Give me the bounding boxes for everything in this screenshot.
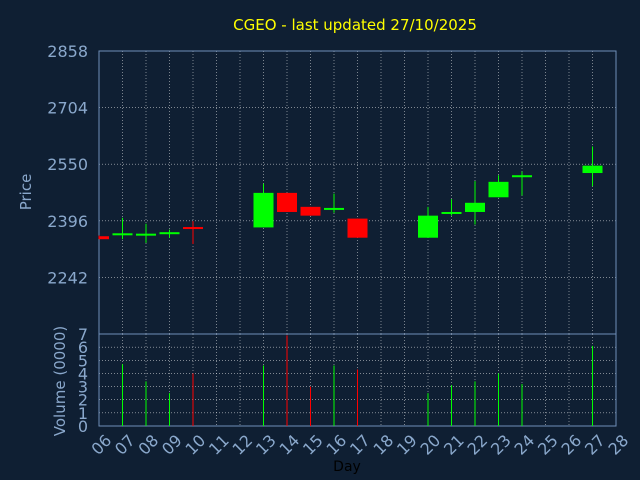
volume-tick-label: 7	[78, 325, 88, 344]
candle-body	[441, 211, 462, 214]
volume-tick-label: 3	[78, 378, 88, 397]
price-tick-label: 2858	[47, 42, 88, 61]
candle-body	[512, 175, 532, 178]
candle-body	[159, 232, 180, 235]
price-tick-label: 2550	[47, 155, 88, 174]
candle-body	[418, 215, 438, 238]
price-tick-label: 2704	[47, 99, 88, 118]
volume-tick-label: 4	[78, 364, 88, 383]
candle-body	[277, 192, 297, 212]
x-axis-label: Day	[333, 459, 361, 475]
volume-tick-label: 0	[78, 417, 88, 436]
candle-body	[99, 236, 109, 240]
chart-title: CGEO - last updated 27/10/2025	[233, 16, 477, 34]
price-grid	[98, 50, 617, 334]
candle-body	[582, 165, 603, 174]
candle-body	[488, 181, 509, 198]
candle-body	[183, 227, 203, 230]
x-tick-label: 28	[604, 431, 632, 459]
volume-bars	[122, 335, 593, 426]
candle-body	[112, 233, 133, 236]
price-axis: 2858 2704 2550 2396 2242	[47, 42, 88, 287]
candle-body	[253, 192, 274, 228]
price-tick-label: 2242	[47, 268, 88, 287]
price-tick-label: 2396	[47, 212, 88, 231]
candle-body	[347, 218, 368, 238]
volume-tick-label: 2	[78, 391, 88, 410]
candle-body	[465, 202, 485, 212]
volume-tick-label: 5	[78, 351, 88, 370]
candle-body	[300, 206, 321, 216]
candles	[98, 146, 603, 244]
volume-tick-label: 6	[78, 338, 88, 357]
candle-body	[136, 233, 156, 236]
candle-body	[324, 207, 344, 210]
x-axis: 0607080910111213141516171819202122232425…	[87, 431, 632, 459]
price-axis-label: Price	[17, 174, 35, 211]
volume-axis-label: Volume (0000)	[51, 326, 69, 436]
volume-tick-label: 1	[78, 404, 88, 423]
